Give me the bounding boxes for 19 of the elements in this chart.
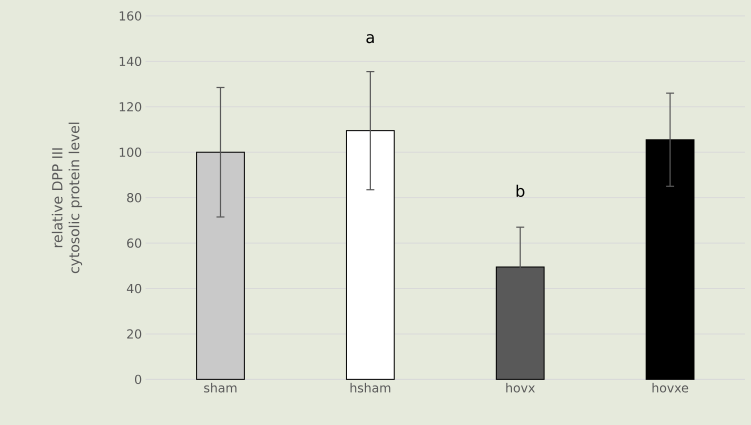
- x-tick-label: hovxe: [652, 382, 688, 392]
- y-tick-label: 60: [127, 238, 142, 248]
- y-tick-label: 0: [134, 374, 142, 384]
- y-tick-label: 120: [120, 102, 142, 112]
- bar: [646, 139, 694, 380]
- y-axis-title: relative DPP III cytosolic protein level: [52, 122, 82, 274]
- annotation: a: [366, 34, 374, 44]
- bar: [346, 130, 395, 380]
- x-tick-label: sham: [204, 382, 236, 392]
- x-tick-label: hsham: [350, 382, 390, 392]
- annotation: b: [516, 184, 524, 197]
- bar: [196, 152, 245, 380]
- y-tick-label: 160: [120, 11, 142, 21]
- y-tick-label: 80: [127, 192, 142, 202]
- y-tick-label: 100: [120, 147, 142, 157]
- y-tick-label: 40: [126, 284, 142, 294]
- y-tick-label: 20: [127, 329, 142, 339]
- x-tick-label: hovx: [506, 382, 535, 392]
- y-tick-label: 140: [120, 56, 142, 66]
